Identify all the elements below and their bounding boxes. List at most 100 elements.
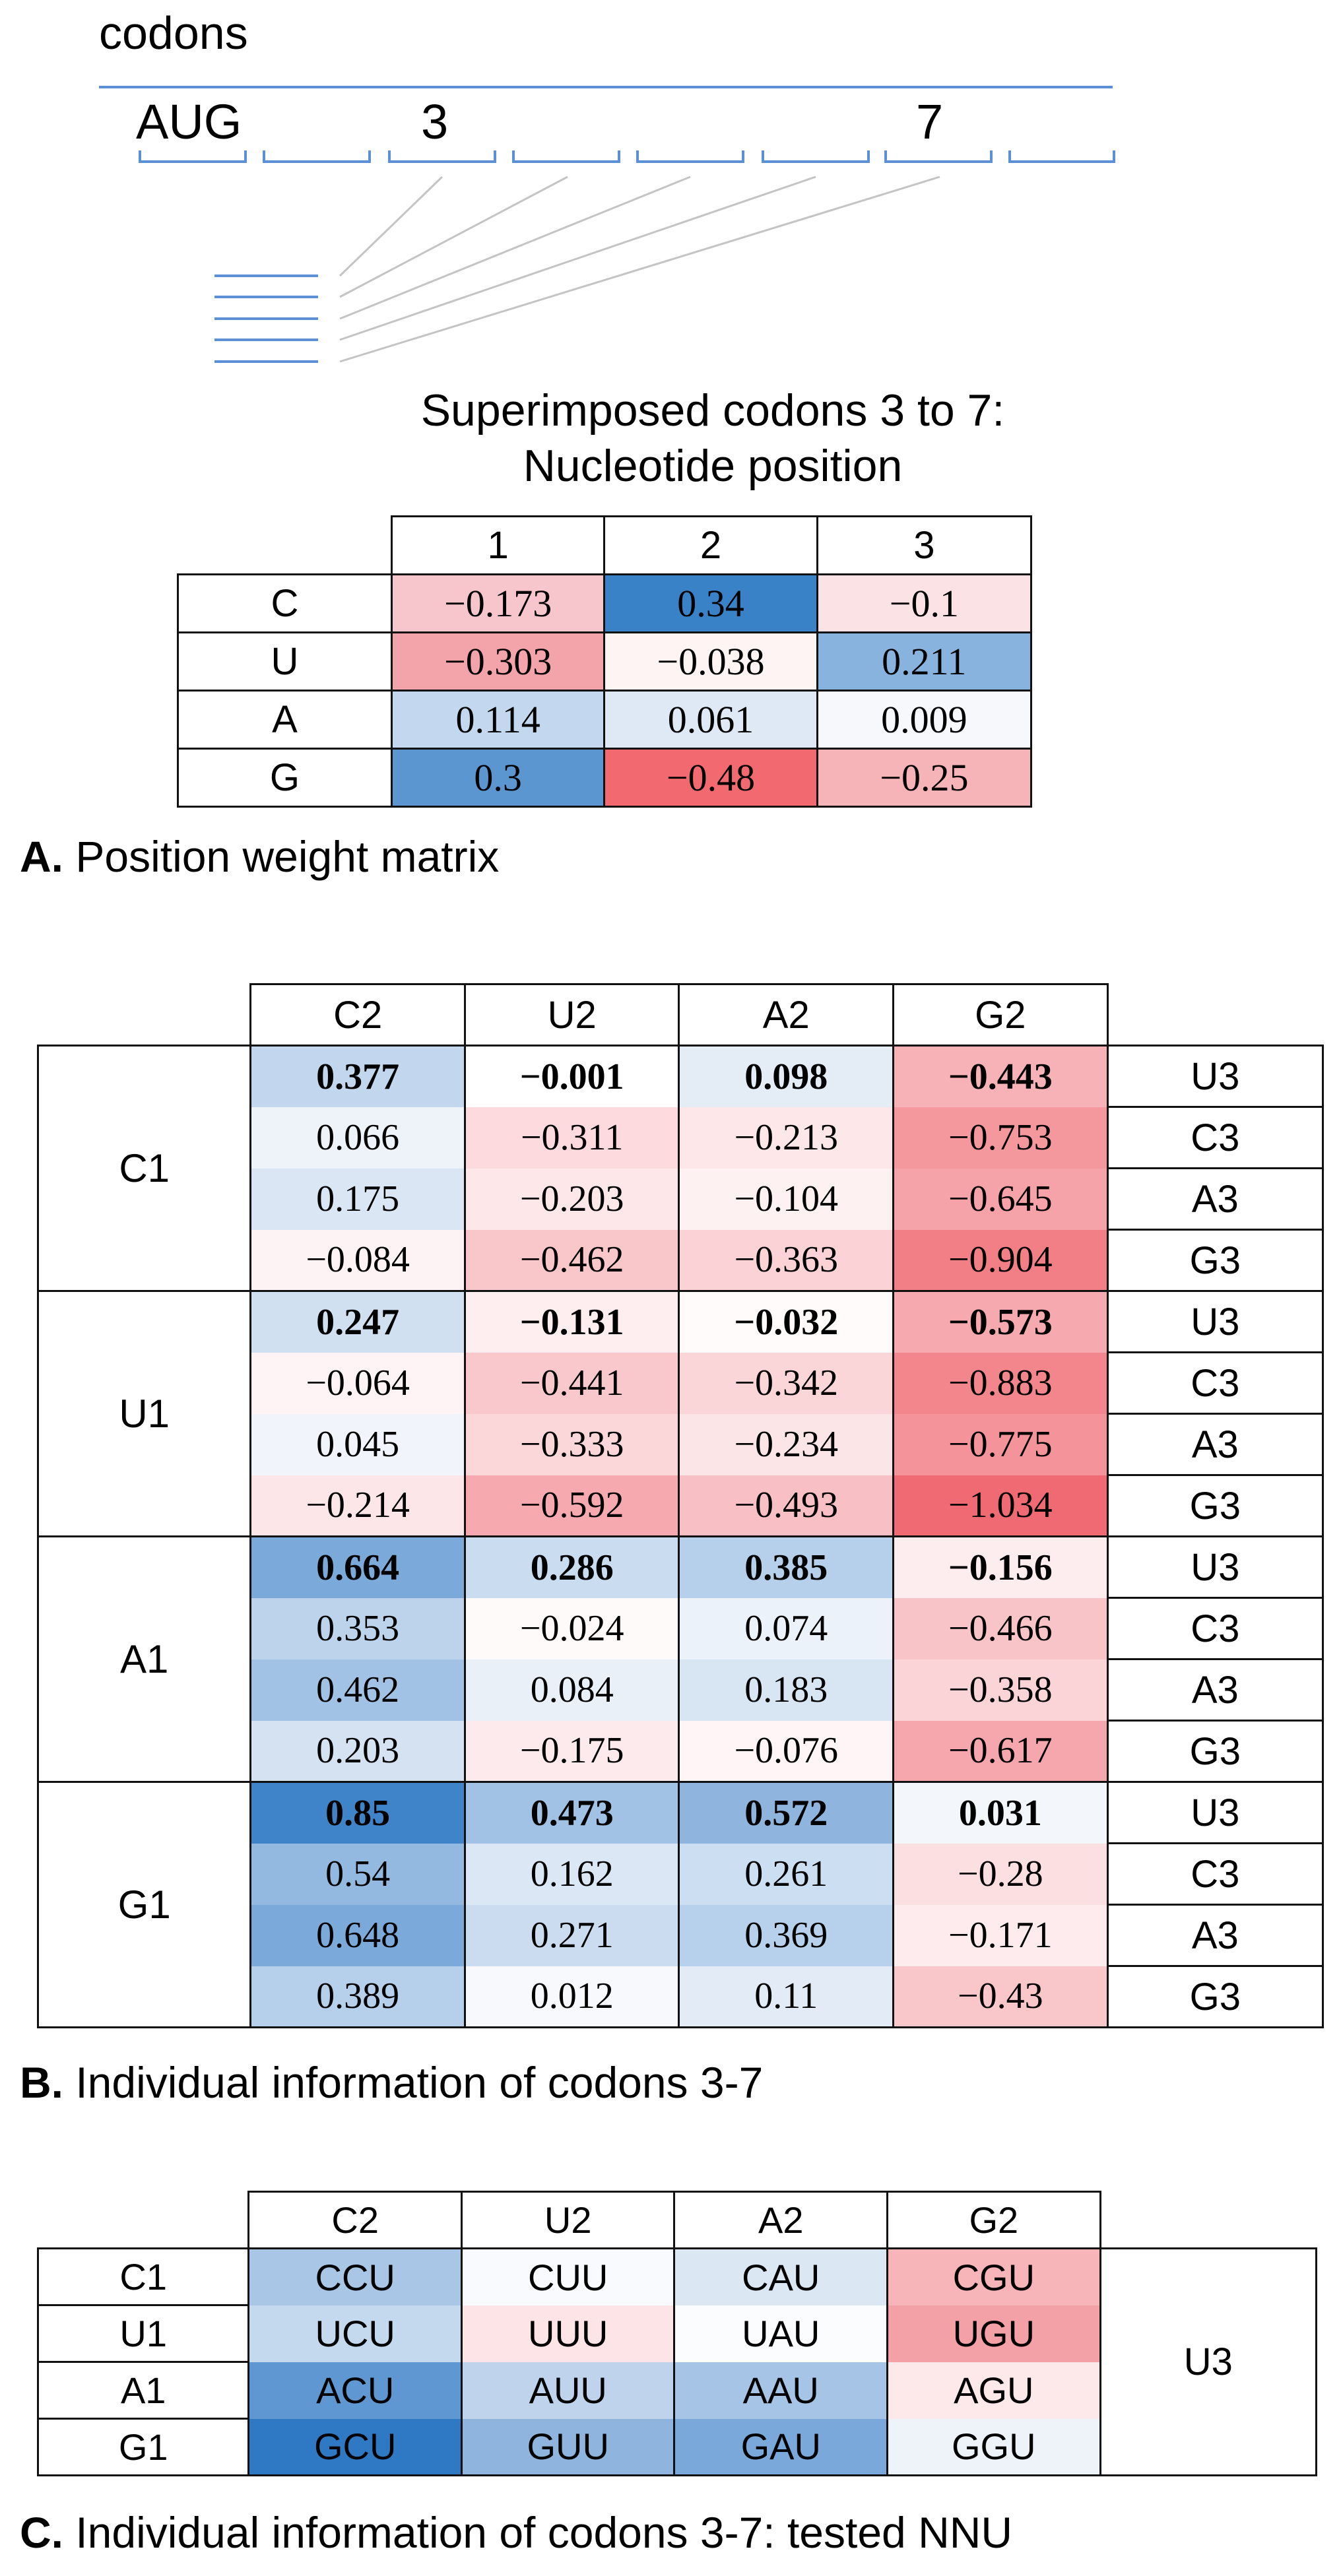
table-b-cell: 0.098 (678, 1045, 895, 1107)
table-b-row: 0.353 −0.024 0.074 −0.466 C3 (38, 1597, 1325, 1660)
table-b-cell: −0.156 (892, 1535, 1109, 1598)
table-b-cell: 0.377 (249, 1045, 466, 1107)
pwm-cell: 0.009 (816, 690, 1033, 750)
table-b-cell: −0.214 (249, 1475, 466, 1537)
table-b-third-label: C3 (1106, 1597, 1325, 1660)
table-b-cell: −0.076 (678, 1720, 895, 1783)
table-c-cell: UGU (886, 2305, 1101, 2362)
table-b-header-row: C2 U2 A2 G2 (38, 983, 1323, 1046)
table-b-third-label: G3 (1106, 1720, 1325, 1783)
table-b-corner (38, 984, 251, 1046)
caption-b: B. Individual information of codons 3-7 (20, 2057, 763, 2108)
pwm-column-header: 2 (603, 515, 818, 575)
table-b-cell: 0.074 (678, 1597, 895, 1659)
table-b-third-label: U3 (1106, 1045, 1325, 1108)
table-b-cell: 0.045 (249, 1413, 466, 1475)
table-b-row: 0.462 0.084 0.183 −0.358 A3 (38, 1658, 1325, 1722)
table-b-cell: −0.462 (463, 1229, 680, 1292)
table-b-cell: −0.342 (678, 1352, 895, 1414)
table-b-cell: −0.084 (249, 1229, 466, 1292)
caption-c: C. Individual information of codons 3-7:… (20, 2507, 1012, 2558)
table-c-cell: AGU (886, 2362, 1101, 2419)
table-b-cell: −0.234 (678, 1413, 895, 1475)
table-b-cell: −0.311 (463, 1107, 680, 1169)
table-b-group-label: C1 (36, 1045, 252, 1292)
pwm-row: U −0.303 −0.038 0.211 (177, 631, 1033, 692)
table-b-cell: −0.171 (892, 1904, 1109, 1966)
table-c-header-row: C2 U2 A2 G2 (38, 2191, 1317, 2249)
table-b-cell: −0.493 (678, 1475, 895, 1537)
pwm-cell: 0.3 (390, 748, 606, 808)
table-b-cell: −0.753 (892, 1107, 1109, 1169)
table-b-row: 0.54 0.162 0.261 −0.28 C3 (38, 1842, 1325, 1906)
table-b-cell: 0.54 (249, 1843, 466, 1905)
table-b-cell: 0.462 (249, 1659, 466, 1721)
table-b-third-label: G3 (1106, 1965, 1325, 2028)
table-b-row: 0.389 0.012 0.11 −0.43 G3 (38, 1965, 1325, 2028)
table-b-cell: 0.572 (678, 1781, 895, 1844)
table-c-cell: AAU (673, 2362, 889, 2419)
table-b-cell: 0.11 (678, 1966, 895, 2028)
pwm-cell: 0.34 (603, 573, 818, 633)
pwm-row-label: C (177, 573, 393, 633)
caption-c-letter: C. (20, 2508, 63, 2557)
projection-lines (339, 176, 940, 363)
caption-a-letter: A. (20, 832, 63, 881)
table-b-third-label: C3 (1106, 1842, 1325, 1906)
table-c-cell: ACU (247, 2362, 463, 2419)
pwm-row-label: G (177, 748, 393, 808)
table-c-cell: CCU (247, 2247, 463, 2305)
table-b-cell: 0.353 (249, 1597, 466, 1659)
superimposed-codons (214, 274, 318, 363)
table-c-row: U1 UCU UUU UAU UGU (36, 2304, 1317, 2363)
table-c-cell: CAU (673, 2247, 889, 2305)
table-c-cell: GGU (886, 2418, 1101, 2476)
table-b-row: 0.175 −0.203 −0.104 −0.645 A3 (38, 1167, 1325, 1231)
table-b-row: 0.045 −0.333 −0.234 −0.775 A3 (38, 1413, 1325, 1476)
pwm-row-label: A (177, 690, 393, 750)
table-c-row-label: U1 (36, 2304, 250, 2363)
table-b-cell: −0.358 (892, 1659, 1109, 1721)
table-b-column-header: C2 (249, 983, 466, 1046)
table-c-cell: CUU (460, 2247, 676, 2305)
pwm-column-header: 3 (816, 515, 1033, 575)
table-b-cell: 0.261 (678, 1843, 895, 1905)
table-b-cell: −0.592 (463, 1475, 680, 1537)
table-c-row: C1 CCU CUU CAU CGU U3 (36, 2247, 1318, 2476)
table-b-cell: −0.466 (892, 1597, 1109, 1659)
codon-3-label: 3 (421, 94, 449, 149)
pwm-column-header: 1 (390, 515, 606, 575)
pwm-cell: −0.038 (603, 631, 818, 692)
position-weight-matrix: 1 2 3 C −0.173 0.34 −0.1 U −0.303 −0.038 0.211 A 0.1… (177, 515, 1033, 808)
table-b-group-label: G1 (36, 1781, 252, 2028)
pwm-cell: −0.25 (816, 748, 1033, 808)
table-b-row: −0.084 −0.462 −0.363 −0.904 G3 (38, 1229, 1325, 1292)
pwm-cell: 0.061 (603, 690, 818, 750)
table-b-cell: 0.012 (463, 1966, 680, 2028)
table-b-cell: 0.648 (249, 1904, 466, 1966)
table-c-cell: CGU (886, 2247, 1101, 2305)
table-b-cell: −0.203 (463, 1168, 680, 1230)
table-c-row-label: G1 (36, 2418, 250, 2476)
table-b-third-label: A3 (1106, 1658, 1325, 1722)
table-b-third-label: C3 (1106, 1351, 1325, 1415)
table-b-cell: 0.286 (463, 1535, 680, 1598)
table-b-cell: 0.473 (463, 1781, 680, 1844)
table-b-cell: 0.369 (678, 1904, 895, 1966)
pwm-cell: 0.114 (390, 690, 606, 750)
table-b-column-header: A2 (678, 983, 895, 1046)
table-b-corner-right (1107, 984, 1323, 1046)
table-b-row: 0.066 −0.311 −0.213 −0.753 C3 (38, 1106, 1325, 1169)
table-b-cell: −0.43 (892, 1966, 1109, 2028)
table-c-cell: AUU (460, 2362, 676, 2419)
codon-diagram (99, 86, 1115, 363)
table-c-column-header: U2 (460, 2191, 676, 2249)
table-b-row: 0.203 −0.175 −0.076 −0.617 G3 (38, 1720, 1325, 1783)
table-b-cell: 0.183 (678, 1659, 895, 1721)
table-c-cell: GUU (460, 2418, 676, 2476)
table-b-row: U1 0.247 −0.131 −0.032 −0.573 U3 (36, 1290, 1325, 1537)
table-c-row-label: A1 (36, 2361, 250, 2420)
table-c-corner (38, 2192, 249, 2249)
table-b-row: 0.648 0.271 0.369 −0.171 A3 (38, 1904, 1325, 1967)
table-c-column-header: G2 (886, 2191, 1101, 2249)
